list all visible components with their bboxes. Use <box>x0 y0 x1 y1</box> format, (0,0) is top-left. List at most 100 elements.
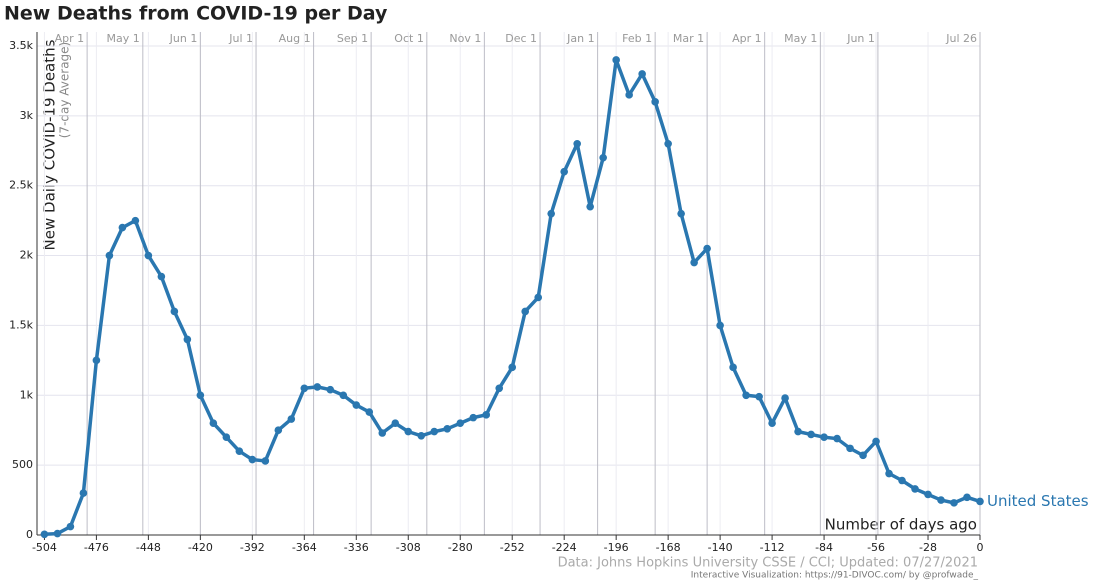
point <box>664 139 672 148</box>
x-tick-label: -336 <box>344 541 369 554</box>
x-tick-label: -168 <box>656 541 681 554</box>
point <box>456 419 465 428</box>
point <box>79 489 88 497</box>
date-marker-label: Jun 1 <box>846 32 875 45</box>
x-tick-label: -252 <box>500 541 525 554</box>
credit: Interactive Visualization: https://91-DI… <box>691 571 979 580</box>
y-tick-label: 2.5k <box>9 179 33 192</box>
point <box>352 401 361 409</box>
point <box>573 139 581 148</box>
point <box>586 202 594 211</box>
point <box>105 251 114 260</box>
x-tick-label: -392 <box>240 541 265 554</box>
y-tick-label: 1.5k <box>9 318 33 331</box>
point <box>755 392 763 401</box>
point <box>209 419 218 428</box>
point <box>703 244 711 253</box>
point <box>963 493 971 502</box>
point <box>287 415 296 423</box>
point <box>274 426 283 435</box>
x-tick-label: -56 <box>867 541 885 554</box>
date-marker-label: Jun 1 <box>169 32 198 45</box>
point <box>976 497 984 506</box>
point <box>521 307 530 316</box>
point <box>651 98 659 106</box>
x-axis-label: Number of days ago <box>825 516 977 534</box>
point <box>365 408 374 416</box>
point <box>92 356 101 365</box>
point <box>118 223 127 232</box>
point <box>443 425 452 433</box>
x-tick-label: -364 <box>292 541 317 554</box>
date-marker-label: Sep 1 <box>337 32 368 45</box>
x-tick-label: -84 <box>815 541 833 554</box>
point <box>950 499 958 507</box>
point <box>339 391 348 400</box>
y-tick-label: 1k <box>20 388 34 401</box>
y-tick-label: 500 <box>12 458 33 471</box>
point <box>40 530 49 539</box>
point <box>248 455 257 464</box>
point <box>820 433 828 441</box>
series-label: United States <box>987 492 1089 510</box>
point <box>885 469 893 478</box>
point <box>599 153 607 162</box>
date-marker-label: Feb 1 <box>622 32 652 45</box>
date-marker-label: Oct 1 <box>394 32 424 45</box>
x-tick-label: -504 <box>32 541 57 554</box>
x-tick-label: -280 <box>448 541 473 554</box>
point <box>742 391 750 400</box>
point <box>638 70 646 78</box>
x-tick-label: -28 <box>919 541 937 554</box>
point <box>495 384 504 393</box>
date-marker-label: Jan 1 <box>566 32 594 45</box>
point <box>391 419 400 428</box>
point <box>170 307 179 316</box>
point <box>313 383 322 391</box>
date-marker-label: Aug 1 <box>279 32 311 45</box>
point <box>430 427 439 436</box>
point <box>469 413 478 422</box>
date-marker-label: Dec 1 <box>505 32 537 45</box>
x-tick-label: -420 <box>188 541 213 554</box>
point <box>131 216 140 225</box>
date-marker-label: May 1 <box>784 32 817 45</box>
x-tick-label: -308 <box>396 541 421 554</box>
point <box>300 384 309 393</box>
point <box>261 457 270 465</box>
point <box>846 444 854 453</box>
point <box>898 476 906 485</box>
point <box>560 167 568 176</box>
point <box>66 522 75 531</box>
point <box>404 427 413 436</box>
point <box>768 419 776 428</box>
point <box>326 385 335 394</box>
x-tick-label: -196 <box>604 541 629 554</box>
point <box>157 272 166 281</box>
point <box>924 490 932 499</box>
chart-title: New Deaths from COVID-19 per Day <box>4 3 388 25</box>
point <box>807 430 815 439</box>
point <box>859 451 867 460</box>
point <box>677 209 685 218</box>
x-tick-label: -476 <box>84 541 109 554</box>
point <box>937 496 945 504</box>
point <box>417 431 426 440</box>
point <box>482 411 491 419</box>
date-marker-label: Mar 1 <box>673 32 704 45</box>
point <box>833 434 841 443</box>
point <box>547 209 555 218</box>
x-tick-label: -448 <box>136 541 161 554</box>
point <box>690 258 698 267</box>
point <box>872 437 880 446</box>
point <box>911 485 919 493</box>
date-marker-label: Nov 1 <box>449 32 481 45</box>
date-marker-label: Jul 26 <box>945 32 977 45</box>
point <box>794 427 802 436</box>
point <box>378 429 387 437</box>
x-tick-label: -224 <box>552 541 577 554</box>
y-axis-label: New Daily COVID-19 Deaths <box>41 39 59 250</box>
y-tick-label: 3.5k <box>9 39 33 52</box>
x-tick-label: -112 <box>760 541 785 554</box>
date-marker-label: Apr 1 <box>55 32 85 45</box>
